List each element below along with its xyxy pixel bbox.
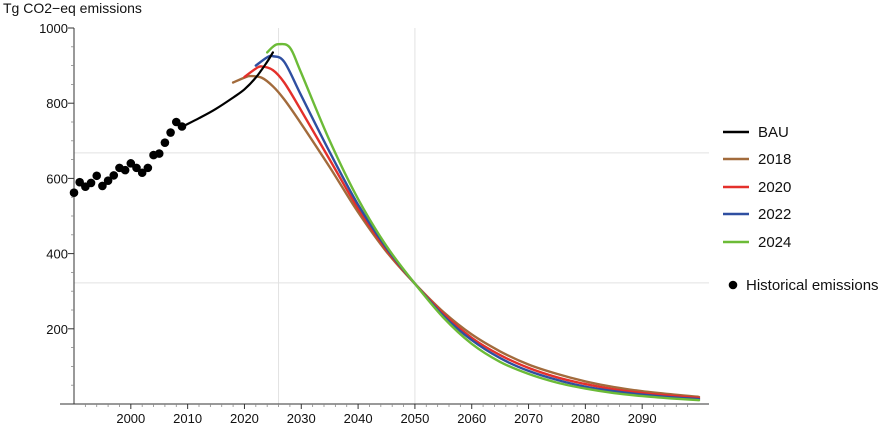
historical-point xyxy=(143,163,153,173)
y-tick-label: 400 xyxy=(46,247,68,262)
historical-point xyxy=(69,188,79,197)
x-tick-label: 2050 xyxy=(400,411,429,425)
legend-label-2018: 2018 xyxy=(758,151,791,168)
x-tick-label: 2090 xyxy=(628,411,657,425)
historical-point xyxy=(166,128,175,137)
x-tick-label: 2060 xyxy=(457,411,486,425)
historical-point xyxy=(120,165,130,175)
y-ticks: 200 400 600 800 1000 xyxy=(39,21,74,386)
x-tick-label: 2010 xyxy=(173,411,202,425)
series-line-bau xyxy=(180,51,274,128)
legend-label-historical: Historical emissions xyxy=(746,277,879,294)
legend-label-2024: 2024 xyxy=(758,234,791,251)
reference-lines xyxy=(74,28,709,404)
y-axis-label: Tg CO2−eq emissions xyxy=(3,0,142,16)
legend-label-2022: 2022 xyxy=(758,206,791,223)
historical-points xyxy=(69,117,187,197)
x-tick-label: 2000 xyxy=(116,411,145,425)
historical-point xyxy=(109,171,119,180)
y-tick-label: 600 xyxy=(46,171,68,186)
legend: BAU 2018 2020 2022 2024 Historical emissions xyxy=(723,124,879,294)
historical-point xyxy=(92,171,102,181)
x-ticks: 2000 2010 2020 2030 2040 2050 2060 2070 2080 2090 xyxy=(84,404,689,425)
historical-point xyxy=(137,168,147,178)
y-tick-label: 1000 xyxy=(39,21,68,36)
x-tick-label: 2020 xyxy=(230,411,259,425)
series-lines xyxy=(180,42,701,402)
series-line-2024 xyxy=(266,42,701,402)
y-tick-label: 200 xyxy=(46,322,68,337)
historical-point xyxy=(103,176,113,185)
historical-point xyxy=(98,181,107,191)
x-tick-label: 2070 xyxy=(514,411,543,425)
historical-point xyxy=(132,163,141,173)
historical-point xyxy=(160,138,170,147)
x-tick-label: 2080 xyxy=(571,411,600,425)
legend-label-2020: 2020 xyxy=(758,179,791,196)
historical-point xyxy=(177,122,187,131)
legend-label-bau: BAU xyxy=(758,124,789,141)
historical-point xyxy=(154,149,164,158)
x-tick-label: 2030 xyxy=(287,411,316,425)
legend-swatch-historical xyxy=(728,280,738,290)
historical-point xyxy=(86,178,96,188)
axes xyxy=(60,28,709,405)
series-line-2022 xyxy=(254,54,701,401)
x-tick-label: 2040 xyxy=(344,411,373,425)
y-tick-label: 800 xyxy=(46,96,68,111)
series-line-2018 xyxy=(231,74,701,399)
